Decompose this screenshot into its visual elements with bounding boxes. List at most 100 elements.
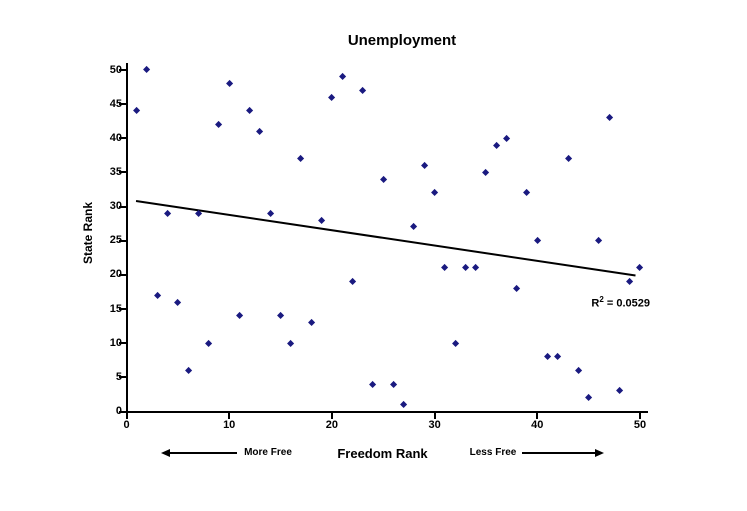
data-point [441,264,449,272]
y-tick [119,410,126,413]
data-point [533,237,541,245]
more-free-label: More Free [244,447,292,458]
data-point [133,107,141,115]
data-point [204,339,213,347]
data-point [153,291,161,300]
x-axis-title: Freedom Rank [337,446,428,461]
y-tick-label: 0 [115,405,122,417]
data-point [246,107,254,115]
r-squared-annotation: R2 = 0.0529 [530,295,650,310]
data-point [430,189,439,197]
data-point [369,380,377,388]
data-point [615,387,624,395]
data-point [451,339,459,347]
y-tick-label: 30 [109,200,122,213]
data-point [400,400,408,409]
y-tick [119,137,126,140]
data-point [420,161,428,170]
y-tick [119,239,126,242]
y-tick [119,342,126,345]
y-tick [119,308,126,311]
x-tick [125,412,128,419]
data-point [163,209,172,218]
y-tick-label: 25 [109,234,122,247]
data-point [584,394,593,402]
x-axis-line [125,410,648,413]
less-free-label: Less Free [469,447,517,458]
x-tick-label: 40 [531,418,544,431]
data-point [543,353,552,361]
data-point [636,264,644,272]
r-squared-exponent: 2 [599,295,604,304]
data-point [379,175,387,183]
data-point [472,264,480,272]
r-squared-value: = 0.0529 [603,297,650,310]
y-tick-label: 50 [109,63,122,76]
data-point [235,312,244,320]
chart-title: Unemployment [347,32,457,49]
y-tick-label: 40 [109,131,122,144]
x-tick-label: 0 [123,418,130,431]
data-point [297,155,305,163]
y-tick-label: 10 [109,336,122,349]
y-tick [119,205,126,208]
x-tick-label: 30 [428,418,441,431]
y-tick-label: 15 [109,302,122,315]
data-point [348,278,357,286]
data-point [389,380,398,388]
x-tick-label: 10 [223,418,236,431]
y-tick-label: 35 [109,165,122,178]
y-tick [119,171,126,174]
data-point [513,284,521,293]
data-point [276,312,285,320]
x-tick [330,412,333,419]
data-point [184,366,192,375]
data-point [287,339,295,347]
x-tick [536,412,539,419]
data-point [317,216,326,224]
data-point [307,319,316,327]
y-axis-line [125,63,128,412]
data-point [359,86,367,95]
less-free-arrow [522,452,596,454]
data-point [461,264,470,272]
data-point [574,366,583,375]
data-point [595,237,603,245]
data-point [502,134,511,142]
y-tick [119,376,126,379]
y-tick-label: 45 [109,97,122,110]
data-point [256,127,264,136]
data-point [143,66,151,74]
y-tick [119,273,126,276]
data-point [492,141,500,149]
y-axis-title: State Rank [81,201,95,265]
data-point [564,155,572,163]
data-point [626,278,634,286]
data-point [410,223,418,231]
y-tick [119,69,126,71]
x-tick-label: 20 [325,418,339,431]
data-point [174,298,182,306]
y-tick [119,103,126,106]
x-tick [433,412,436,419]
y-tick-label: 20 [109,268,122,281]
x-tick-label: 50 [633,418,647,431]
trend-line [135,199,636,277]
x-tick [228,412,231,419]
data-point [338,73,346,81]
y-tick-label: 5 [115,370,122,383]
data-point [605,114,613,122]
data-point [554,353,562,361]
data-point [328,93,336,101]
data-point [523,189,531,197]
data-point [266,209,274,218]
right-arrowhead-icon [595,448,604,457]
data-point [215,120,223,129]
more-free-arrow [169,452,237,454]
left-arrowhead-icon [161,448,170,457]
r-squared-base: R [591,297,600,310]
x-tick [639,412,641,419]
data-point [225,79,233,88]
data-point [482,168,490,177]
